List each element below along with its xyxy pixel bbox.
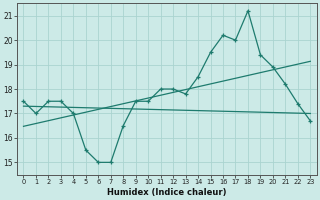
X-axis label: Humidex (Indice chaleur): Humidex (Indice chaleur) [107,188,227,197]
